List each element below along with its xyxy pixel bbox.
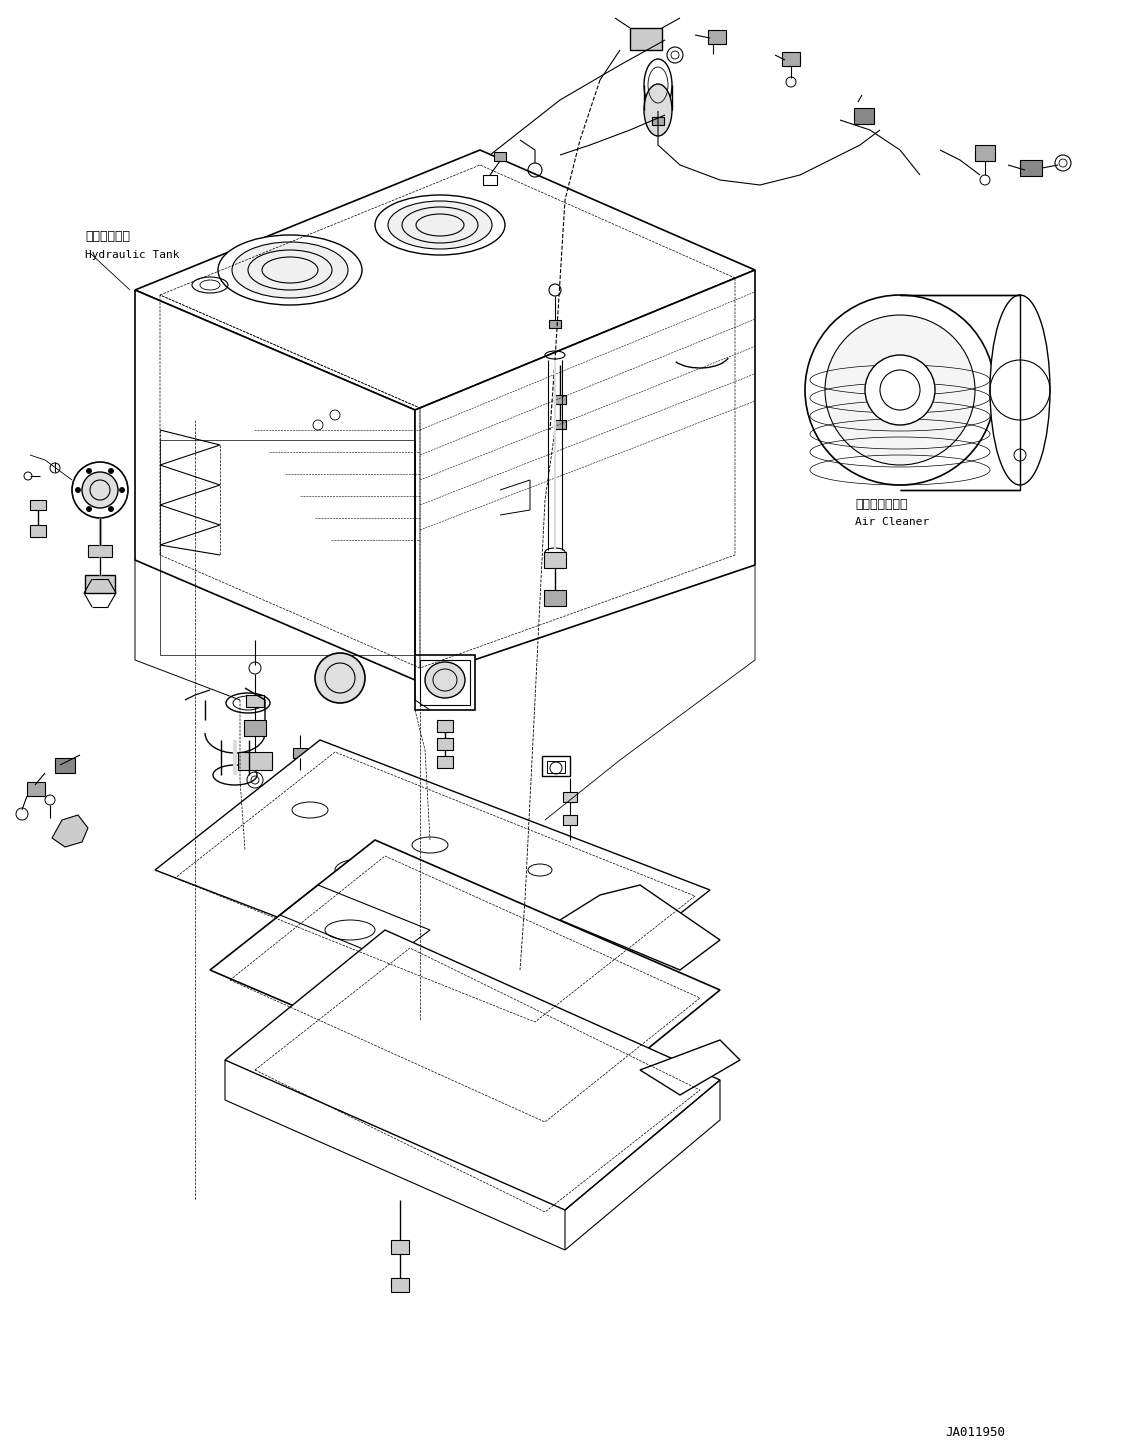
Bar bbox=[563, 792, 577, 802]
Bar bbox=[1020, 160, 1041, 176]
Bar bbox=[437, 756, 453, 769]
Text: JA011950: JA011950 bbox=[945, 1425, 1005, 1438]
Polygon shape bbox=[210, 840, 720, 1120]
Bar bbox=[544, 590, 565, 606]
Bar bbox=[292, 770, 307, 780]
Bar bbox=[563, 815, 577, 825]
Bar bbox=[88, 545, 112, 556]
Bar bbox=[420, 660, 470, 705]
Circle shape bbox=[109, 507, 114, 511]
Bar bbox=[483, 174, 497, 185]
Circle shape bbox=[81, 472, 118, 509]
Ellipse shape bbox=[426, 663, 465, 697]
Bar bbox=[554, 420, 565, 429]
Circle shape bbox=[72, 462, 128, 519]
Bar bbox=[55, 758, 75, 773]
Bar bbox=[549, 320, 561, 328]
Ellipse shape bbox=[388, 201, 492, 248]
Circle shape bbox=[119, 488, 125, 493]
Bar bbox=[28, 782, 45, 796]
Ellipse shape bbox=[990, 295, 1050, 485]
Circle shape bbox=[825, 315, 975, 465]
Circle shape bbox=[86, 468, 92, 474]
Polygon shape bbox=[237, 753, 272, 770]
Bar bbox=[543, 756, 570, 776]
Bar bbox=[245, 695, 264, 708]
Polygon shape bbox=[415, 270, 755, 680]
Circle shape bbox=[315, 652, 365, 703]
Ellipse shape bbox=[218, 235, 362, 305]
Bar bbox=[30, 525, 46, 538]
Circle shape bbox=[86, 507, 92, 511]
Bar bbox=[630, 28, 662, 49]
Bar bbox=[708, 31, 726, 44]
Polygon shape bbox=[135, 150, 755, 410]
Polygon shape bbox=[225, 930, 720, 1210]
Circle shape bbox=[109, 468, 114, 474]
Polygon shape bbox=[560, 885, 720, 971]
Ellipse shape bbox=[226, 693, 270, 713]
Text: エアークリーナ: エアークリーナ bbox=[855, 498, 907, 511]
Ellipse shape bbox=[213, 764, 257, 785]
Circle shape bbox=[76, 488, 80, 493]
Bar bbox=[494, 153, 506, 161]
Text: Air Cleaner: Air Cleaner bbox=[855, 517, 929, 527]
Bar bbox=[651, 118, 664, 125]
Bar bbox=[563, 840, 577, 850]
Polygon shape bbox=[135, 291, 415, 680]
Bar bbox=[244, 721, 266, 737]
Ellipse shape bbox=[232, 243, 348, 298]
Bar bbox=[544, 552, 565, 568]
Bar bbox=[391, 1279, 409, 1292]
Bar bbox=[975, 145, 994, 161]
Polygon shape bbox=[155, 740, 710, 1020]
Ellipse shape bbox=[375, 195, 505, 254]
Bar bbox=[782, 52, 799, 65]
Circle shape bbox=[805, 295, 994, 485]
Bar bbox=[415, 655, 475, 711]
Bar bbox=[85, 575, 115, 593]
Bar bbox=[391, 1239, 409, 1254]
Polygon shape bbox=[52, 815, 88, 847]
Bar bbox=[292, 748, 307, 758]
Bar bbox=[855, 108, 874, 124]
Bar bbox=[437, 738, 453, 750]
Bar bbox=[30, 500, 46, 510]
Ellipse shape bbox=[643, 60, 672, 110]
Bar bbox=[547, 761, 565, 773]
Ellipse shape bbox=[643, 84, 672, 137]
Text: Hydraulic Tank: Hydraulic Tank bbox=[85, 250, 179, 260]
Bar bbox=[159, 440, 415, 655]
Circle shape bbox=[865, 355, 935, 424]
Text: 作動油タンク: 作動油タンク bbox=[85, 231, 130, 244]
Polygon shape bbox=[640, 1040, 740, 1096]
Bar bbox=[554, 395, 565, 404]
Bar bbox=[437, 721, 453, 732]
